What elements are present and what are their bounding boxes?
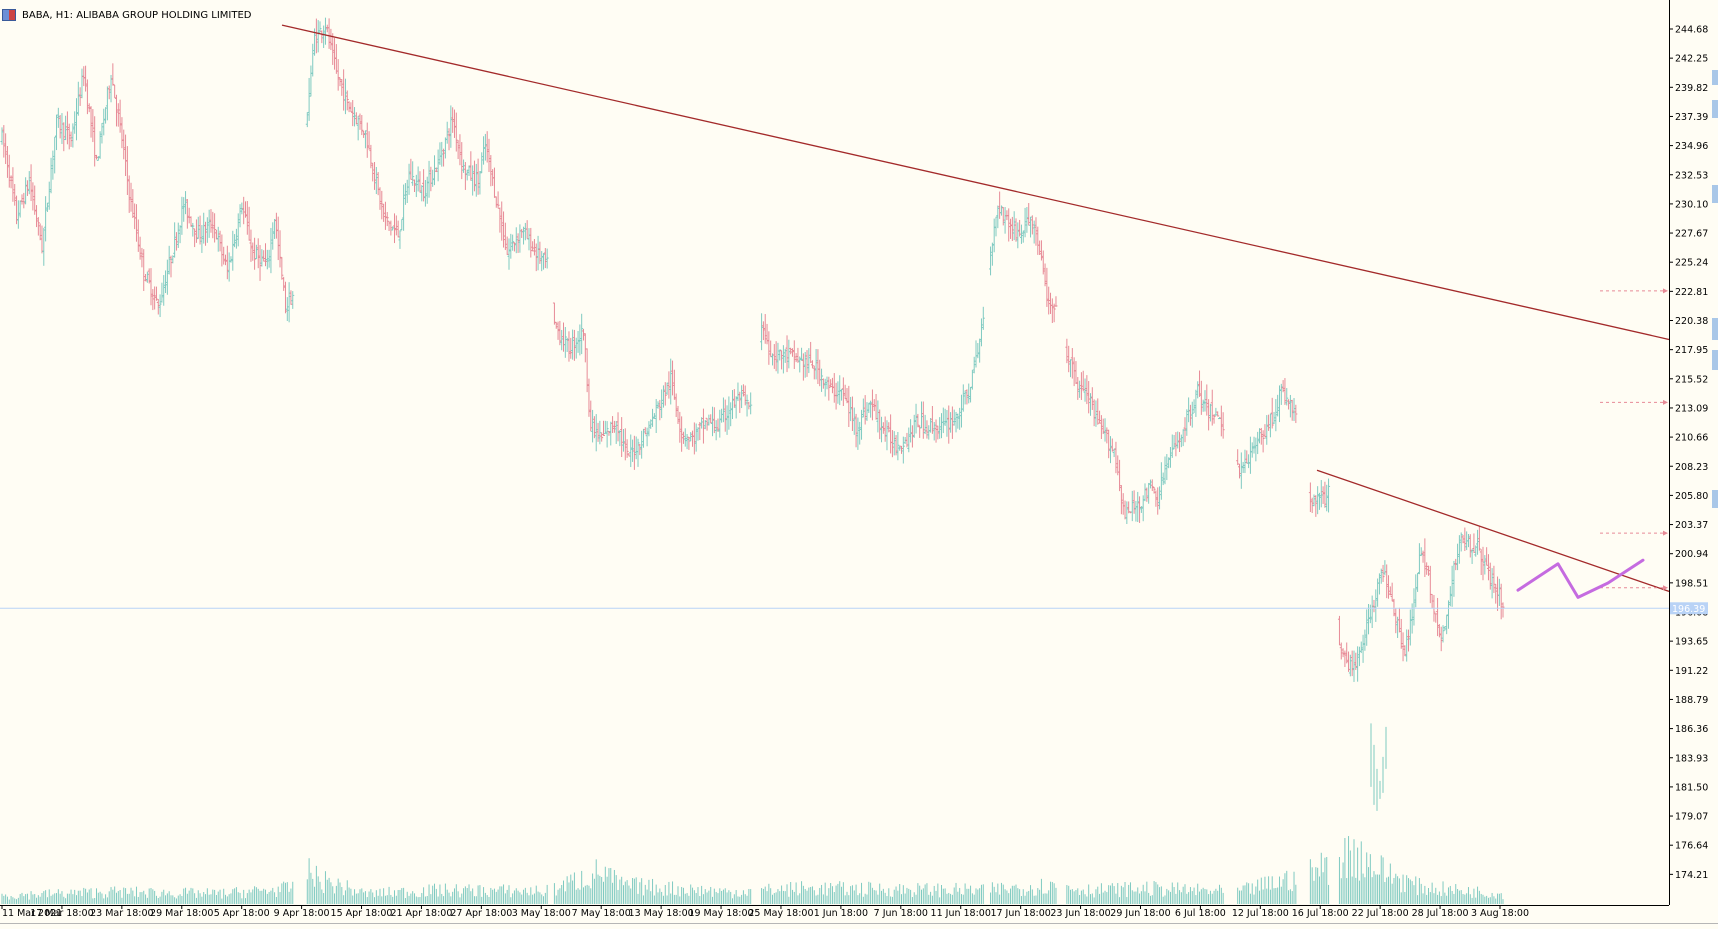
- price-tick-label: 242.25: [1675, 54, 1708, 65]
- price-tick-label: 217.95: [1675, 345, 1708, 356]
- time-tick-label: 28 Jul 18:00: [1412, 908, 1469, 919]
- chart-title: BABA, H1: ALIBABA GROUP HOLDING LIMITED: [22, 9, 252, 21]
- price-tick-label: 237.39: [1675, 112, 1708, 123]
- time-tick-label: 9 Apr 18:00: [274, 908, 330, 919]
- price-tick-label: 188.79: [1675, 695, 1708, 706]
- time-tick-label: 13 May 18:00: [629, 908, 694, 919]
- time-tick-label: 6 Jul 18:00: [1175, 908, 1226, 919]
- time-tick-label: 7 Jun 18:00: [874, 908, 928, 919]
- price-level-arrow: [1663, 288, 1668, 294]
- price-tick-label: 193.65: [1675, 637, 1708, 648]
- price-tick-label: 200.94: [1675, 549, 1708, 560]
- price-tick-label: 205.80: [1675, 491, 1708, 502]
- time-tick-label: 23 Jun 18:00: [1050, 908, 1110, 919]
- time-tick-label: 27 Apr 18:00: [450, 908, 512, 919]
- price-tick-label: 186.36: [1675, 724, 1708, 735]
- time-tick-label: 19 May 18:00: [688, 908, 753, 919]
- side-tab-5[interactable]: [1712, 350, 1718, 370]
- projected-path: [1516, 558, 1645, 599]
- time-tick-label: 11 Jun 18:00: [931, 908, 991, 919]
- price-level-arrow: [1663, 399, 1668, 405]
- time-tick-label: 3 May 18:00: [512, 908, 571, 919]
- price-tick-label: 208.23: [1675, 462, 1708, 473]
- price-axis-line: [1669, 0, 1670, 905]
- price-tick-label: 203.37: [1675, 520, 1708, 531]
- side-tab-4[interactable]: [1712, 318, 1718, 340]
- price-tick-label: 225.24: [1675, 258, 1708, 269]
- time-tick-label: 1 Jun 18:00: [814, 908, 868, 919]
- price-tick-label: 222.81: [1675, 287, 1708, 298]
- price-tick-label: 220.38: [1675, 316, 1708, 327]
- time-tick-label: 21 Apr 18:00: [390, 908, 452, 919]
- price-tick-label: 227.67: [1675, 229, 1708, 240]
- price-tick-label: 230.10: [1675, 199, 1708, 210]
- side-tab-3[interactable]: [1712, 185, 1718, 203]
- price-tick-label: 215.52: [1675, 374, 1708, 385]
- price-tick-label: 181.50: [1675, 782, 1708, 793]
- price-tick-label: 191.22: [1675, 666, 1708, 677]
- time-axis-line: [0, 905, 1669, 906]
- side-tab-2[interactable]: [1712, 100, 1718, 118]
- price-tick-label: 239.82: [1675, 83, 1708, 94]
- price-tick-label: 179.07: [1675, 812, 1708, 823]
- time-tick-label: 17 Mar 18:00: [30, 908, 93, 919]
- price-level-arrow: [1663, 585, 1668, 591]
- time-tick-label: 5 Apr 18:00: [214, 908, 270, 919]
- time-tick-label: 3 Aug 18:00: [1471, 908, 1529, 919]
- trendline: [281, 24, 1670, 341]
- price-tick-label: 176.64: [1675, 841, 1708, 852]
- price-tick-label: 210.66: [1675, 433, 1708, 444]
- current-price-tag: [1670, 602, 1708, 615]
- chart-header: BABA, H1: ALIBABA GROUP HOLDING LIMITED: [2, 9, 251, 21]
- price-tick-label: 244.68: [1675, 25, 1708, 36]
- current-price-label: 196.39: [1672, 604, 1705, 615]
- price-tick-label: 183.93: [1675, 753, 1708, 764]
- price-level-arrow: [1663, 530, 1668, 536]
- price-tick-label: 198.51: [1675, 578, 1708, 589]
- side-tab-1[interactable]: [1712, 70, 1718, 85]
- price-tick-label: 232.53: [1675, 170, 1708, 181]
- time-tick-label: 25 May 18:00: [748, 908, 813, 919]
- price-tick-label: 234.96: [1675, 141, 1708, 152]
- chart-window-icon: [2, 9, 16, 21]
- time-tick-label: 16 Jul 18:00: [1292, 908, 1349, 919]
- time-tick-label: 29 Jun 18:00: [1110, 908, 1170, 919]
- time-tick-label: 12 Jul 18:00: [1232, 908, 1289, 919]
- time-tick-label: 15 Apr 18:00: [331, 908, 393, 919]
- price-tick-label: 174.21: [1675, 870, 1708, 881]
- price-tick-label: 213.09: [1675, 403, 1708, 414]
- time-tick-label: 17 Jun 18:00: [990, 908, 1050, 919]
- time-tick-label: 23 Mar 18:00: [90, 908, 153, 919]
- time-tick-label: 11 Mar 2021: [2, 908, 62, 919]
- trendline: [1316, 469, 1670, 592]
- side-tab-6[interactable]: [1712, 490, 1718, 508]
- time-tick-label: 29 Mar 18:00: [150, 908, 213, 919]
- time-tick-label: 7 May 18:00: [572, 908, 631, 919]
- time-tick-label: 22 Jul 18:00: [1352, 908, 1409, 919]
- bottom-tab-bar: [0, 923, 1718, 929]
